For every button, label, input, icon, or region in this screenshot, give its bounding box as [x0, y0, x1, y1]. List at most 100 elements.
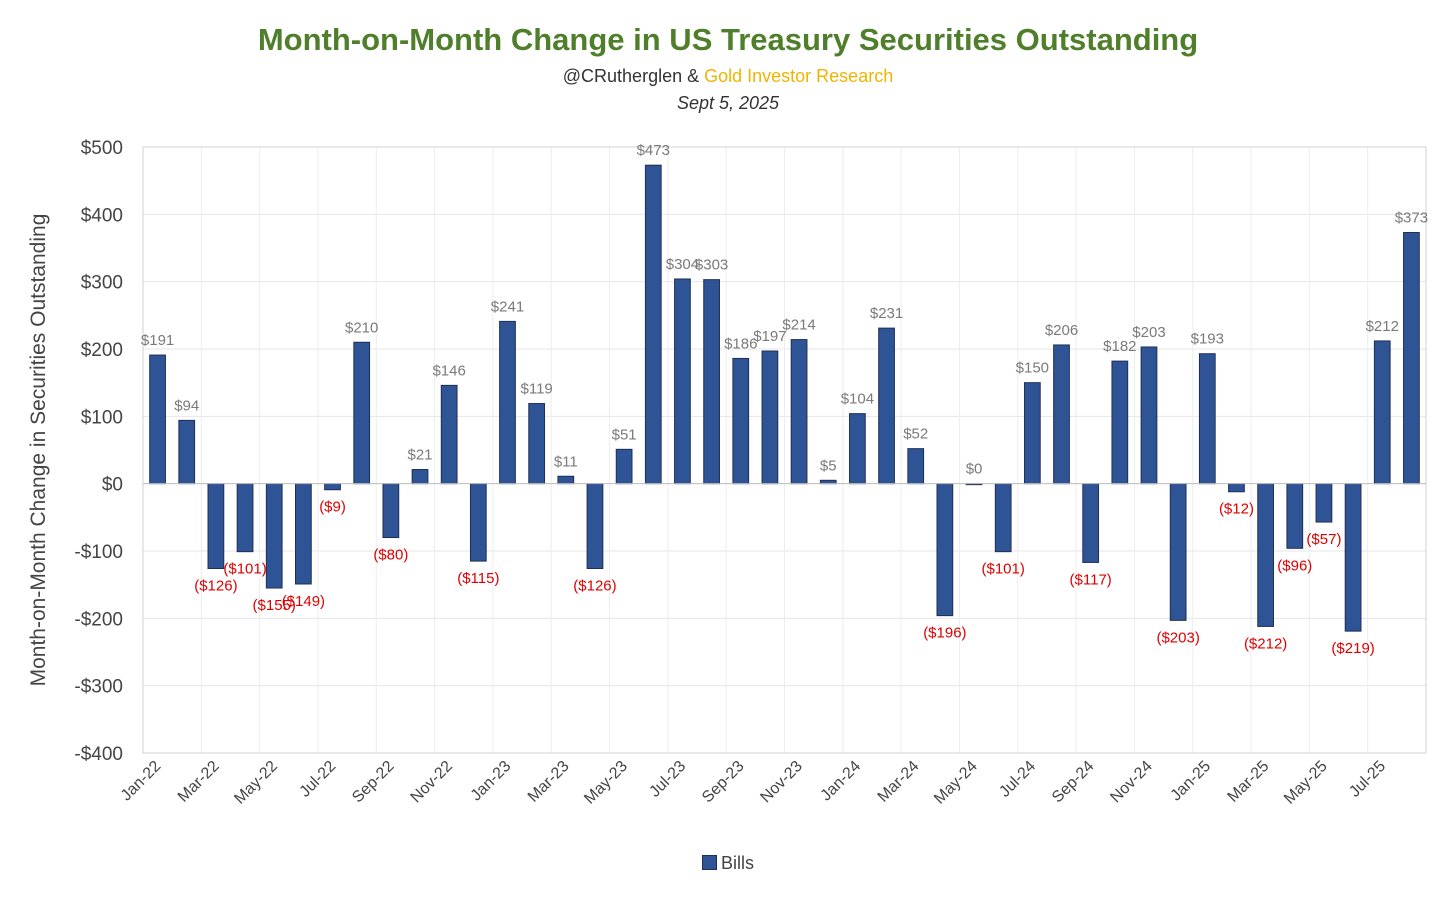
bar-Mar-24	[907, 448, 925, 485]
grid-lines	[143, 146, 1426, 754]
data-label: $186	[724, 335, 757, 352]
y-tick-label: $0	[102, 475, 123, 496]
bar-Apr-23	[586, 483, 604, 570]
bar-Aug-23	[703, 279, 720, 485]
legend-label: Bills	[720, 853, 754, 873]
data-label: $473	[637, 142, 670, 159]
bar-Dec-24	[1169, 483, 1187, 621]
data-label: $21	[407, 447, 432, 464]
data-label: ($115)	[457, 570, 499, 587]
data-label: ($203)	[1156, 629, 1199, 646]
data-labels: $191$94($126)($101)($155)($149)($9)$210(…	[141, 142, 1428, 657]
bar-Sep-23	[732, 357, 750, 485]
subtitle-author: @CRutherglen &	[562, 66, 700, 86]
data-label: ($101)	[982, 561, 1025, 578]
bar-Apr-22	[236, 483, 254, 553]
bar-Jun-24	[994, 483, 1012, 553]
data-label: ($57)	[1306, 531, 1341, 548]
chart-legend: Bills	[0, 853, 1456, 874]
data-label: $210	[345, 319, 378, 336]
bar-Jul-25	[1373, 340, 1391, 485]
x-tick-label: Mar-24	[875, 758, 923, 806]
bar-May-22	[265, 483, 283, 589]
x-tick-label: May-23	[581, 758, 631, 808]
x-tick-label: Nov-23	[757, 758, 806, 807]
data-label: ($196)	[923, 625, 966, 642]
data-label: $51	[612, 426, 637, 443]
plot-area-border	[142, 146, 1427, 754]
y-tick-label: -$400	[74, 744, 123, 765]
data-label: $193	[1191, 331, 1224, 348]
x-tick-label: Sep-22	[349, 758, 398, 807]
data-label: ($96)	[1277, 557, 1312, 574]
y-axis-label: Month-on-Month Change in Securities Outs…	[27, 214, 50, 687]
y-axis-tick-labels: $500 $400 $300 $200 $100 $0 -$100 -$200 -$300 -$4…	[74, 138, 123, 765]
data-label: $11	[554, 453, 578, 470]
x-tick-label: Mar-22	[175, 758, 223, 806]
legend-swatch	[701, 855, 717, 870]
data-label: ($219)	[1331, 640, 1374, 657]
subtitle-source: Gold Investor Research	[704, 66, 894, 86]
bar-Dec-23	[819, 479, 837, 485]
x-tick-label: May-22	[231, 758, 281, 808]
bar-Feb-24	[878, 327, 895, 485]
bar-Mar-22	[207, 483, 225, 570]
bar-May-25	[1315, 483, 1333, 523]
data-label: $206	[1045, 322, 1078, 339]
bar-May-23	[615, 448, 633, 485]
y-tick-label: $100	[81, 407, 123, 428]
bar-Feb-22	[178, 419, 196, 485]
data-label: $0	[966, 461, 983, 478]
bar-Jun-22	[295, 483, 312, 585]
data-label: $104	[841, 391, 874, 408]
x-tick-label: Jan-22	[118, 758, 165, 805]
x-tick-label: Jan-24	[818, 758, 865, 805]
bar-Oct-22	[411, 469, 429, 485]
bar-Aug-24	[1053, 344, 1070, 485]
x-tick-label: Nov-24	[1107, 758, 1156, 807]
bar-Apr-25	[1286, 483, 1304, 549]
x-tick-label: Nov-22	[408, 758, 457, 807]
data-label: $146	[432, 362, 465, 379]
data-label: $241	[491, 298, 524, 315]
bar-Jan-22	[149, 354, 166, 485]
bar-Jan-25	[1198, 353, 1216, 485]
bar-Feb-25	[1228, 483, 1245, 493]
y-tick-label: $200	[81, 340, 123, 361]
data-label: ($80)	[373, 547, 408, 564]
bar-Nov-24	[1140, 346, 1158, 485]
bar-Feb-23	[528, 403, 546, 485]
bar-Apr-24	[936, 483, 954, 617]
x-axis-tick-labels: Jan-22 Mar-22 May-22 Jul-22 Sep-22 Nov-22 Jan-…	[118, 758, 1389, 808]
x-tick-label: Jul-24	[996, 758, 1039, 801]
chart-date: Sept 5, 2025	[676, 93, 780, 113]
data-label: $150	[1016, 360, 1049, 377]
data-label: $303	[695, 257, 728, 274]
data-label: $212	[1366, 318, 1399, 335]
bar-Jul-22	[324, 483, 341, 491]
data-label: $52	[903, 426, 928, 443]
data-label: $182	[1103, 338, 1136, 355]
bar-Jul-24	[1023, 382, 1041, 485]
data-label: ($101)	[223, 561, 266, 578]
data-label: $304	[666, 256, 699, 273]
y-tick-label: $400	[81, 205, 123, 226]
x-tick-label: Jan-23	[468, 758, 515, 805]
bars	[149, 164, 1420, 632]
bar-Oct-23	[761, 350, 779, 485]
bar-Aug-25	[1403, 232, 1420, 485]
data-label: $231	[870, 305, 903, 322]
bar-Aug-22	[353, 341, 371, 485]
bar-Nov-23	[790, 339, 808, 485]
bar-Nov-22	[440, 384, 458, 485]
data-label: $197	[753, 328, 786, 345]
data-label: ($9)	[319, 499, 346, 516]
y-tick-label: -$100	[74, 542, 123, 563]
data-label: $373	[1395, 210, 1428, 227]
bar-Mar-23	[557, 475, 575, 485]
x-tick-label: Jul-22	[297, 758, 340, 801]
data-label: ($12)	[1219, 501, 1254, 518]
y-tick-label: $500	[81, 138, 123, 159]
x-tick-label: Jan-25	[1168, 758, 1215, 805]
